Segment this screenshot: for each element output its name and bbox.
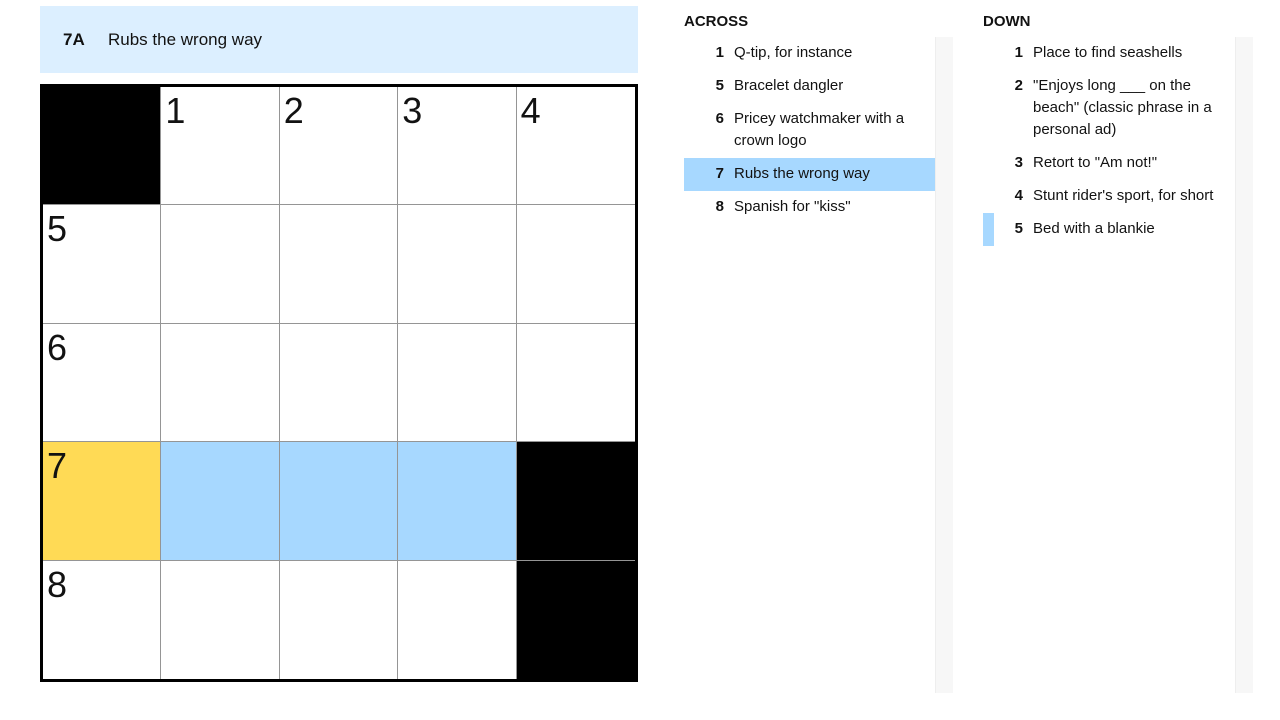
clue-text: Pricey watchmaker with a crown logo bbox=[734, 110, 905, 149]
across-clue-8[interactable]: 8 Spanish for "kiss" bbox=[684, 191, 936, 224]
down-clue-5[interactable]: 5 Bed with a blankie bbox=[983, 213, 1235, 246]
grid-cell[interactable]: 6 bbox=[43, 323, 162, 443]
down-heading: DOWN bbox=[983, 13, 1031, 30]
grid-cell[interactable] bbox=[398, 323, 517, 443]
down-clue-2[interactable]: 2 "Enjoys long ___ on the beach" (classic… bbox=[983, 70, 1235, 147]
clue-number: 1 bbox=[1014, 44, 1023, 61]
clue-number: 5 bbox=[1014, 220, 1023, 237]
across-clue-6[interactable]: 6 Pricey watchmaker with a crown logo bbox=[684, 103, 936, 158]
grid-cell[interactable]: 8 bbox=[43, 560, 162, 679]
clue-number: 7 bbox=[715, 165, 724, 182]
across-heading: ACROSS bbox=[684, 13, 749, 30]
grid-cell[interactable] bbox=[279, 560, 399, 679]
grid-cell[interactable] bbox=[279, 323, 399, 443]
cell-number: 2 bbox=[283, 90, 304, 131]
current-clue-number: 7A bbox=[63, 29, 85, 49]
grid-cell[interactable] bbox=[279, 442, 399, 561]
grid-cell[interactable]: 7 bbox=[43, 442, 162, 561]
black-cell bbox=[43, 87, 162, 206]
grid-cell[interactable] bbox=[279, 205, 399, 324]
clue-number: 2 bbox=[1014, 77, 1023, 94]
clue-number: 8 bbox=[715, 198, 724, 215]
grid-cell[interactable]: 4 bbox=[516, 87, 635, 206]
clue-number: 3 bbox=[1014, 154, 1023, 171]
clue-text: Spanish for "kiss" bbox=[734, 198, 851, 215]
clue-text: Bracelet dangler bbox=[734, 77, 844, 94]
clue-number: 5 bbox=[715, 77, 724, 94]
cell-number: 1 bbox=[165, 90, 186, 131]
clue-text: Stunt rider's sport, for short bbox=[1033, 187, 1214, 204]
crossword-grid: 1 2 3 4 5 6 7 8 bbox=[40, 84, 638, 682]
black-cell bbox=[516, 442, 635, 561]
cell-number: 3 bbox=[402, 90, 423, 131]
clue-number: 1 bbox=[715, 44, 724, 61]
grid-cell[interactable] bbox=[161, 560, 280, 679]
down-scrollbar[interactable] bbox=[1235, 37, 1253, 693]
clue-text: Bed with a blankie bbox=[1033, 220, 1155, 237]
down-clue-4[interactable]: 4 Stunt rider's sport, for short bbox=[983, 180, 1235, 213]
cell-number: 5 bbox=[47, 208, 68, 250]
grid-cell[interactable]: 5 bbox=[43, 205, 162, 324]
across-clue-5[interactable]: 5 Bracelet dangler bbox=[684, 70, 936, 103]
grid-cell[interactable]: 1 bbox=[161, 87, 280, 206]
down-clue-1[interactable]: 1 Place to find seashells bbox=[983, 37, 1235, 70]
grid-cell[interactable] bbox=[516, 323, 635, 443]
cell-number: 7 bbox=[47, 445, 68, 487]
across-clue-1[interactable]: 1 Q-tip, for instance bbox=[684, 37, 936, 70]
current-clue-text: Rubs the wrong way bbox=[108, 29, 263, 49]
across-clue-list: 1 Q-tip, for instance 5 Bracelet dangler 6 Pr… bbox=[684, 37, 936, 693]
clue-text: Place to find seashells bbox=[1033, 44, 1183, 61]
current-clue-bar: 7A Rubs the wrong way bbox=[40, 6, 638, 73]
clue-text: Retort to "Am not!" bbox=[1033, 154, 1158, 171]
clue-number: 6 bbox=[715, 110, 724, 127]
cell-number: 8 bbox=[47, 563, 68, 605]
grid-cell[interactable] bbox=[398, 560, 517, 679]
grid-cell[interactable]: 2 bbox=[279, 87, 399, 206]
cell-number: 4 bbox=[520, 90, 541, 131]
across-scrollbar[interactable] bbox=[935, 37, 953, 693]
clue-text: Q-tip, for instance bbox=[734, 44, 853, 61]
clue-text: Rubs the wrong way bbox=[734, 165, 870, 182]
cell-number: 6 bbox=[47, 326, 68, 368]
across-clue-7[interactable]: 7 Rubs the wrong way bbox=[684, 158, 936, 191]
grid-cell[interactable] bbox=[398, 442, 517, 561]
black-cell bbox=[516, 560, 635, 679]
grid-cell[interactable] bbox=[398, 205, 517, 324]
grid-cell[interactable] bbox=[516, 205, 635, 324]
clue-text: "Enjoys long ___ on the beach" (classic … bbox=[1033, 77, 1212, 138]
grid-cell[interactable] bbox=[161, 323, 280, 443]
grid-cell[interactable]: 3 bbox=[398, 87, 517, 206]
down-clue-list: 1 Place to find seashells 2 "Enjoys long __… bbox=[983, 37, 1235, 693]
clue-number: 4 bbox=[1014, 187, 1023, 204]
grid-cell[interactable] bbox=[161, 442, 280, 561]
down-clue-3[interactable]: 3 Retort to "Am not!" bbox=[983, 147, 1235, 180]
grid-cell[interactable] bbox=[161, 205, 280, 324]
